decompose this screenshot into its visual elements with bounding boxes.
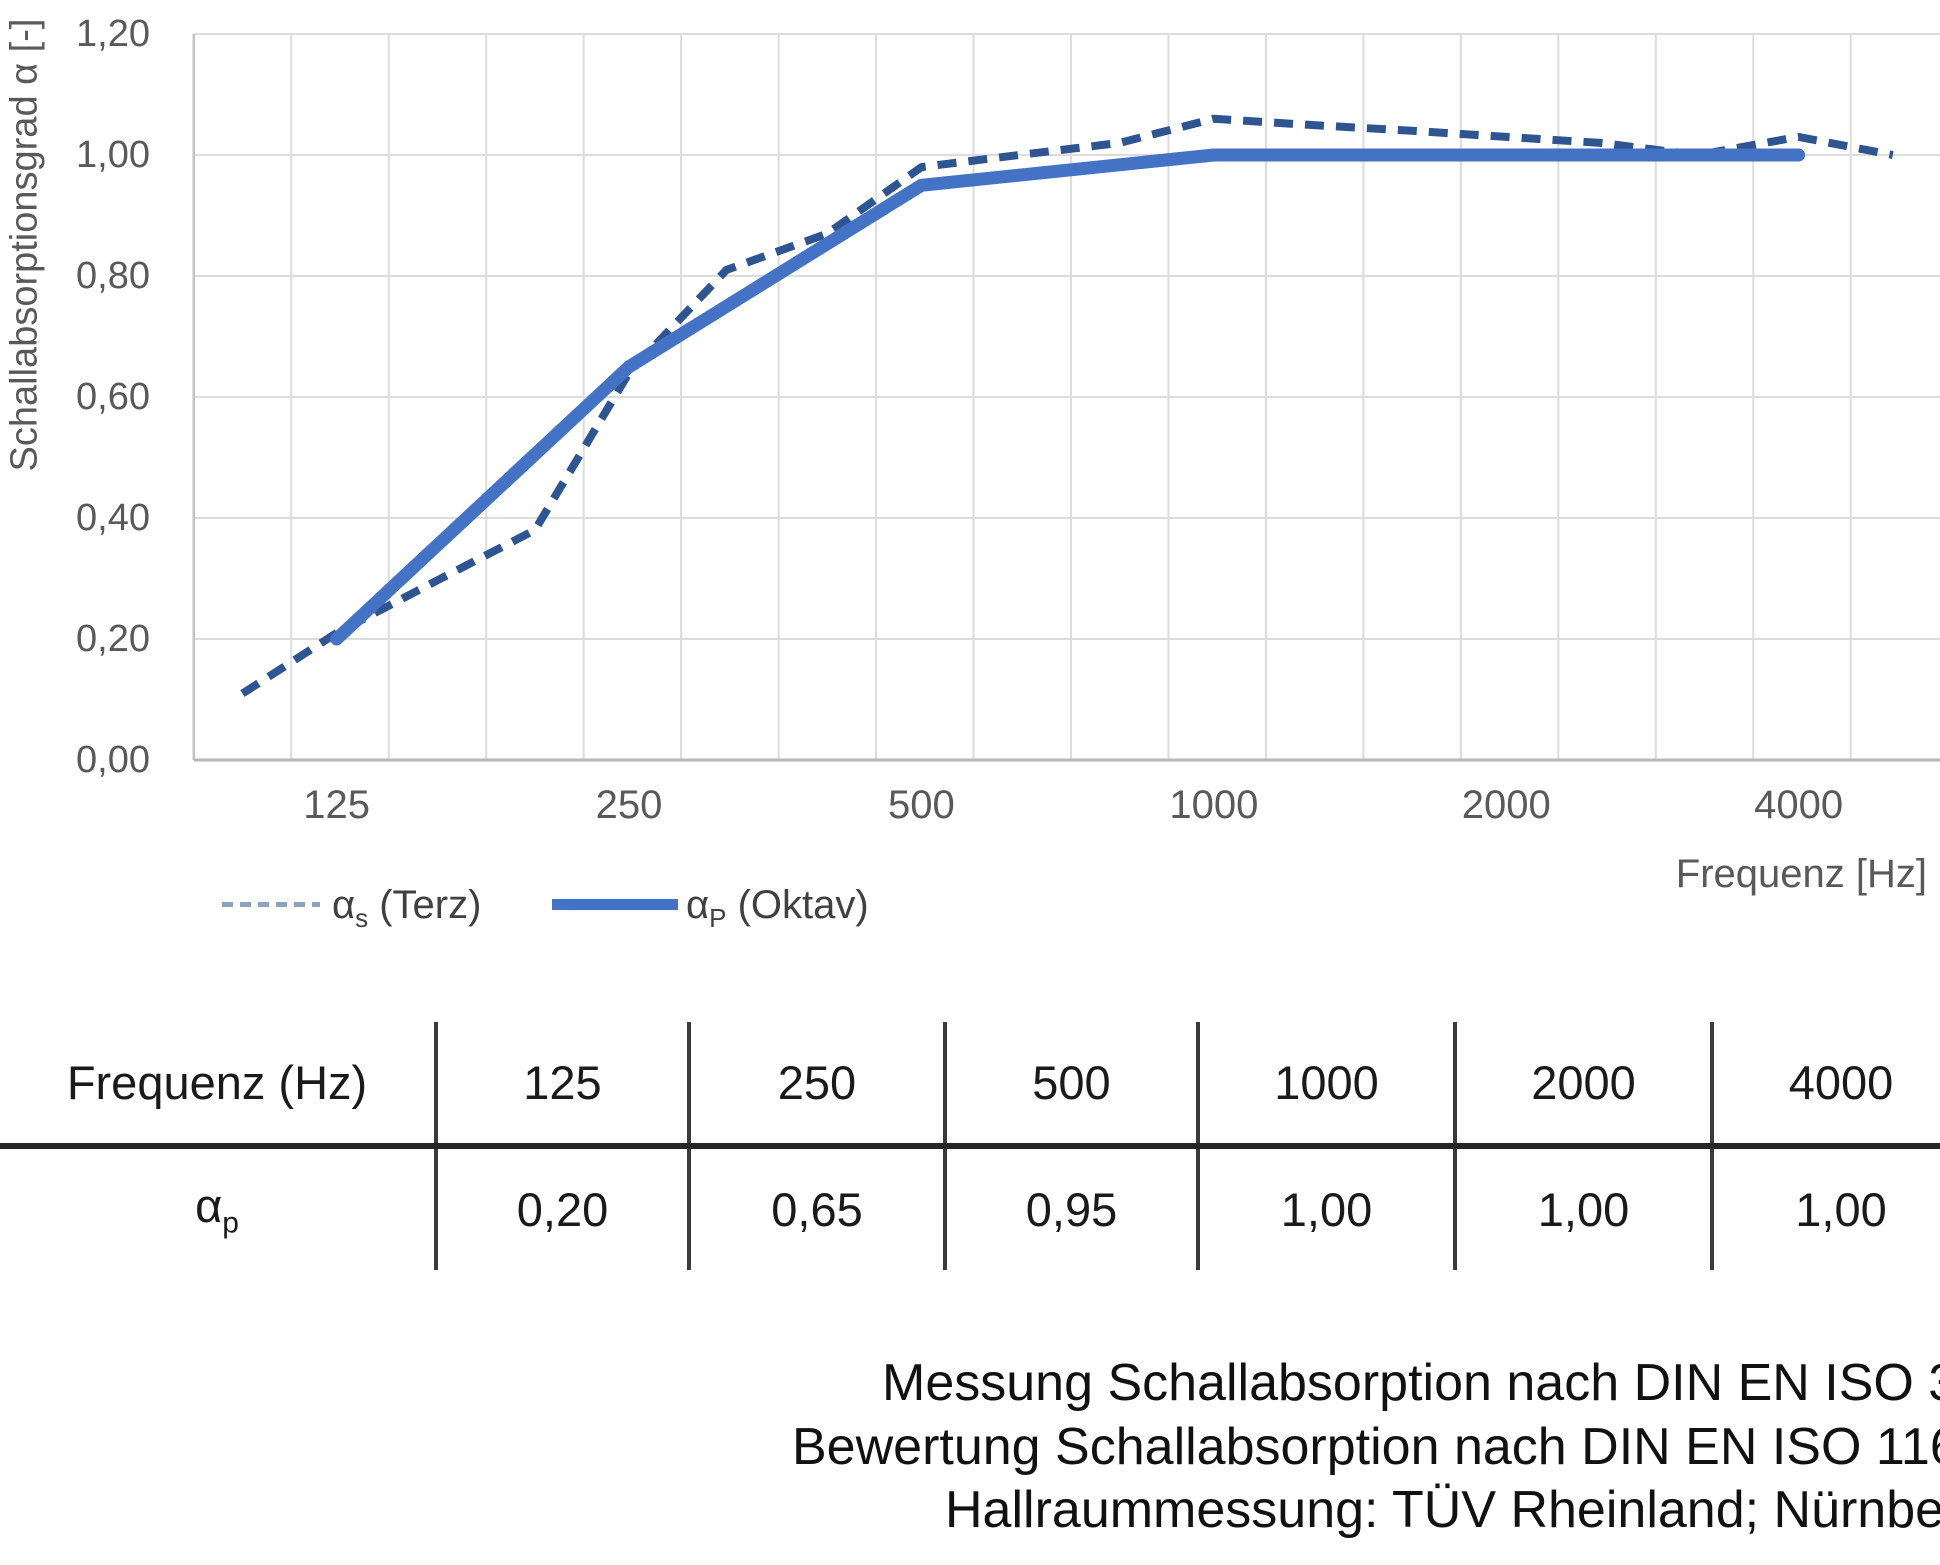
x-tick-label: 500 [888, 783, 955, 827]
x-tick-label: 125 [303, 783, 370, 827]
note-line: Bewertung Schallabsorption nach DIN EN I… [792, 1418, 1940, 1476]
alpha-subscript: P [709, 903, 727, 933]
x-tick-label: 4000 [1754, 783, 1844, 827]
x-tick-label: 1000 [1169, 783, 1259, 827]
note-line: Messung Schallabsorption nach DIN EN ISO… [882, 1354, 1940, 1412]
table-cell: 1,00 [1710, 1146, 1940, 1270]
terz-series-line [240, 114, 1894, 697]
alpha-symbol: α [332, 883, 356, 927]
alpha-values-row: αp 0,20 0,65 0,95 1,00 1,00 1,00 [0, 1146, 1940, 1270]
solid-line-swatch [552, 899, 678, 910]
alpha-symbol: α [686, 883, 710, 927]
legend-label-oktav: αP (Oktav) [686, 883, 869, 934]
table-cell: 0,65 [687, 1146, 945, 1270]
absorption-chart [192, 33, 1940, 762]
legend-text: (Oktav) [726, 883, 869, 927]
x-axis-title: Frequenz [Hz] [1675, 852, 1927, 896]
y-tick-label: 0,40 [76, 497, 150, 539]
y-tick-label: 0,60 [76, 376, 150, 418]
alpha-subscript: s [355, 903, 369, 933]
frequency-alpha-table: Frequenz (Hz) 125 250 500 1000 2000 4000 αp 0,20… [0, 1022, 1940, 1270]
table-cell: 1,00 [1196, 1146, 1455, 1270]
row-header-cell: Frequenz (Hz) [0, 1022, 436, 1149]
dashed-line-swatch [222, 902, 320, 907]
table-cell: 500 [943, 1022, 1198, 1149]
table-cell: 0,20 [434, 1146, 689, 1270]
row-header-cell: αp [195, 1179, 239, 1240]
table-cell: 0,95 [943, 1146, 1198, 1270]
table-cell: 4000 [1710, 1022, 1940, 1149]
table-cell: 2000 [1453, 1022, 1712, 1149]
oktav-series-line [330, 148, 1806, 646]
table-cell: 125 [434, 1022, 689, 1149]
frequency-header-row: Frequenz (Hz) 125 250 500 1000 2000 4000 [0, 1022, 1940, 1149]
y-tick-label: 0,00 [76, 739, 150, 781]
x-tick-label: 250 [595, 783, 663, 827]
table-cell: 1,00 [1453, 1146, 1712, 1270]
note-line: Hallraummessung: TÜV Rheinland; Nürnberg [945, 1481, 1940, 1539]
absorption-table: Frequenz (Hz) 125 250 500 1000 2000 4000 αp 0,20… [0, 1022, 1940, 1270]
legend-label-terz: αs (Terz) [332, 883, 481, 934]
y-tick-label: 0,80 [76, 255, 150, 297]
y-tick-label: 1,00 [76, 134, 150, 176]
y-tick-label: 0,20 [76, 618, 150, 660]
x-tick-label: 2000 [1461, 783, 1551, 827]
legend-text: (Terz) [368, 883, 482, 927]
y-tick-label: 1,20 [76, 13, 150, 55]
table-cell: 1000 [1196, 1022, 1455, 1149]
table-cell: 250 [687, 1022, 945, 1149]
